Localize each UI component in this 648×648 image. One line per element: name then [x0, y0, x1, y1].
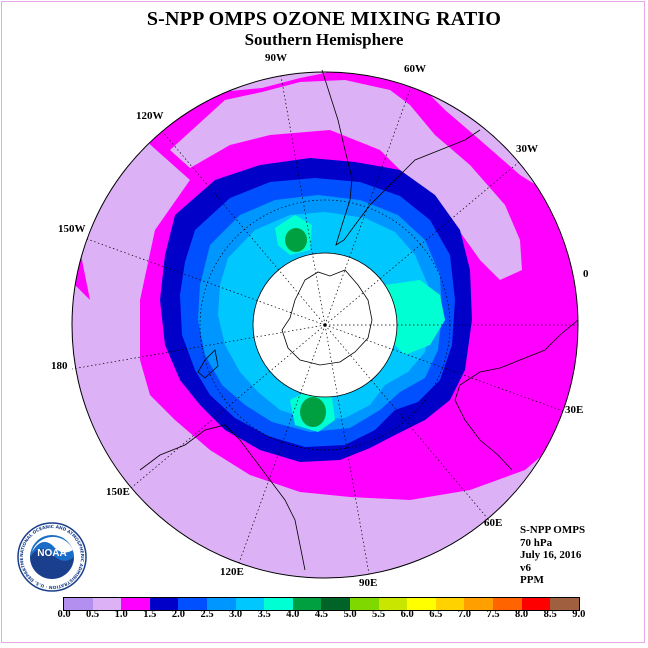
instrument-label: S-NPP OMPS [520, 524, 586, 536]
map-title: S-NPP OMPS OZONE MIXING RATIO [146, 8, 502, 30]
lon-label-150e: 150E [106, 486, 130, 498]
colorbar-swatch [235, 598, 265, 610]
colorbar-tick-label: 5.5 [372, 609, 386, 620]
colorbar-swatch [149, 598, 179, 610]
coast-south-america [321, 69, 481, 246]
units-label: PPM [520, 574, 544, 586]
lon-label-90e: 90E [359, 577, 378, 589]
colorbar-swatch [464, 598, 493, 610]
colorbar-tick-label: 5.0 [343, 609, 357, 620]
colorbar-tick-label: 6.0 [400, 609, 414, 620]
colorbar-tick-label: 8.0 [515, 609, 529, 620]
colorbar-swatch [435, 598, 465, 610]
lon-label-0: 0 [583, 268, 589, 280]
colorbar-swatch [521, 598, 551, 610]
colorbar-ticks: 0.0 0.5 1.0 1.5 2.0 2.5 3.0 3.5 4.0 4.5 5.0 5.5 6.0 6… [0, 609, 648, 625]
colorbar-swatch [378, 598, 408, 610]
colorbar-swatch [292, 598, 322, 610]
colorbar-swatch [121, 598, 150, 610]
colorbar-tick-label: 3.5 [257, 609, 271, 620]
lon-label-60e: 60E [484, 517, 503, 529]
field-4.0-4.5-north [285, 228, 307, 252]
colorbar-swatch [492, 598, 522, 610]
map-subtitle: Southern Hemisphere [244, 30, 404, 49]
noaa-logo: NATIONAL OCEANIC AND ATMOSPHERIC ADMINIS… [17, 522, 87, 592]
colorbar-tick-label: 4.0 [286, 609, 300, 620]
graticule-latitude [199, 199, 451, 451]
colorbar-tick-label: 7.5 [486, 609, 500, 620]
colorbar-swatch [349, 598, 379, 610]
colorbar-tick-label: 9.0 [572, 609, 586, 620]
colorbar-swatch [407, 598, 436, 610]
colorbar-tick-label: 1.5 [143, 609, 157, 620]
colorbar-swatch [550, 598, 579, 610]
field-4.0-4.5-south [300, 397, 326, 427]
lon-label-150w: 150W [58, 223, 86, 235]
product-info: S-NPP OMPS 70 hPa July 16, 2016 v6 PPM [520, 524, 585, 587]
colorbar-tick-label: 2.0 [171, 609, 185, 620]
colorbar-swatch [321, 598, 350, 610]
field-3.5-4.0-east [385, 280, 445, 355]
logo-text: NOAA [37, 548, 66, 559]
colorbar-tick-label: 0.5 [86, 609, 100, 620]
south-pole-marker [323, 323, 327, 327]
pressure-level: 70 hPa [520, 536, 553, 549]
colorbar-swatch [206, 598, 236, 610]
colorbar-tick-label: 8.5 [543, 609, 557, 620]
coast-antarctica [281, 269, 373, 366]
colorbar-swatch [178, 598, 207, 610]
observation-date: July 16, 2016 [520, 549, 582, 561]
lon-label-120e: 120E [220, 566, 244, 578]
lon-label-90w: 90W [265, 52, 287, 64]
colorbar-tick-label: 1.0 [114, 609, 128, 620]
colorbar-tick-label: 7.0 [457, 609, 471, 620]
colorbar-swatch [92, 598, 122, 610]
field-0.5-1.0-top [170, 80, 522, 280]
colorbar-swatch [264, 598, 293, 610]
lon-label-180: 180 [51, 360, 68, 372]
colorbar-tick-label: 6.5 [429, 609, 443, 620]
colorbar-tick-label: 2.5 [200, 609, 214, 620]
lon-label-30e: 30E [565, 404, 584, 416]
colorbar-tick-label: 3.0 [229, 609, 243, 620]
colorbar-tick-label: 0.0 [57, 609, 71, 620]
colorbar-tick-label: 4.5 [314, 609, 328, 620]
lon-label-120w: 120W [136, 110, 164, 122]
colorbar-swatch [64, 598, 93, 610]
coast-africa [454, 319, 579, 471]
coast-new-zealand [197, 349, 219, 379]
lon-label-60w: 60W [404, 63, 426, 75]
colorbar [63, 597, 580, 611]
coastlines [139, 69, 579, 571]
lon-label-30w: 30W [516, 143, 538, 155]
product-version: v6 [520, 561, 531, 574]
coast-australia [139, 424, 306, 571]
graticule-meridians [71, 75, 578, 575]
